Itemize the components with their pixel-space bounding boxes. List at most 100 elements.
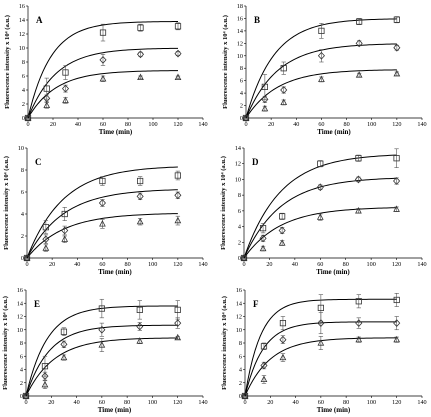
diamond-marker [60,340,68,349]
y-tick-label: 10 [17,327,23,334]
x-tick-label: 100 [367,399,376,406]
triangle-marker [242,114,250,121]
triangle-marker [60,353,68,361]
y-tick-label: 4 [22,87,25,94]
triangle-marker [393,205,400,212]
y-tick-label: 4 [239,367,242,374]
y-tick-label: 2 [239,380,242,387]
triangle-marker [318,75,325,83]
square-marker [60,328,68,335]
square-marker [174,172,181,179]
diamond-marker [42,235,50,244]
x-tick-label: 20 [266,261,272,268]
x-tick-label: 120 [173,121,182,128]
y-tick-label: 0 [20,393,23,400]
y-tick-label: 10 [237,53,243,60]
x-tick-label: 40 [74,261,80,268]
y-tick-label: 0 [238,255,241,262]
diamond-marker [61,84,70,93]
square-marker [317,304,324,311]
diamond-marker [261,95,269,104]
y-tick-label: 14 [17,300,23,307]
square-marker [261,83,268,90]
x-tick-label: 120 [392,261,401,268]
y-tick-label: 12 [236,314,242,321]
fit-curve-diamond [26,189,178,259]
y-tick-label: 4 [238,224,241,231]
fit-curve-triangle [243,207,397,259]
y-tick-label: 8 [21,167,24,174]
square-marker [62,69,69,76]
x-axis-label: Time (min) [317,128,351,136]
panel-letter: A [36,15,43,25]
y-tick-label: 14 [237,28,243,35]
x-tick-label: 40 [293,121,299,128]
y-tick-label: 16 [236,287,242,294]
square-marker [98,305,105,312]
triangle-marker [259,244,267,252]
square-marker [280,65,287,72]
diamond-marker [174,319,182,328]
x-tick-label: 140 [198,399,207,406]
triangle-marker [136,217,144,225]
diamond-marker [317,319,325,328]
x-tick-label: 140 [198,261,207,268]
fit-curve-square [243,154,397,259]
square-marker [42,224,49,231]
diamond-marker [355,39,363,48]
fit-curve-triangle [27,70,179,119]
x-tick-label: 100 [367,121,376,128]
chart-panel-b: 0 2 4 6 8 10 12 14 16 18 0 20 40 60 80 100 120 140 B Time (… [222,3,427,136]
square-marker [174,306,181,313]
x-tick-label: 40 [73,399,79,406]
y-tick-label: 6 [240,78,243,85]
y-tick-label: 0 [239,393,242,400]
diamond-marker [240,254,248,262]
x-tick-label: 80 [125,121,131,128]
square-marker [356,18,363,25]
y-tick-label: 8 [239,340,242,347]
square-marker [393,296,400,304]
square-marker [393,155,400,162]
y-tick-label: 8 [240,65,243,72]
x-axis-label: Time (min) [98,268,132,276]
y-tick-label: 6 [238,208,241,215]
y-tick-label: 2 [22,101,25,108]
triangle-marker [261,104,269,112]
triangle-marker [260,375,268,383]
x-tick-label: 0 [25,261,28,268]
square-marker [317,160,324,167]
y-axis-label: Fluorescence intensity x 10⁴ (a.u.) [221,296,228,390]
x-tick-label: 0 [242,261,245,268]
x-tick-label: 80 [343,121,349,128]
diamond-marker [174,49,182,58]
y-tick-label: 8 [22,59,25,66]
triangle-marker [355,71,363,78]
y-tick-label: 16 [19,3,25,10]
y-tick-label: 4 [20,367,23,374]
triangle-marker [98,341,106,348]
y-tick-label: 12 [19,31,25,38]
diamond-marker [393,177,401,185]
diamond-marker [242,114,250,122]
square-marker [41,363,49,370]
square-marker [137,177,144,185]
y-tick-label: 8 [238,192,241,199]
fit-curve-triangle [245,69,397,119]
triangle-marker [393,335,401,343]
diamond-marker [280,86,288,94]
triangle-marker [317,339,325,346]
diamond-marker [316,183,324,192]
x-tick-label: 60 [317,261,323,268]
y-tick-label: 10 [235,176,241,183]
triangle-marker [174,216,182,224]
fit-curve-triangle [26,213,178,259]
x-tick-label: 140 [417,399,426,406]
square-marker [136,306,143,313]
y-tick-label: 18 [237,3,243,10]
triangle-marker [355,335,363,343]
x-tick-label: 120 [173,261,182,268]
triangle-marker [42,244,50,251]
y-tick-label: 6 [239,353,242,360]
